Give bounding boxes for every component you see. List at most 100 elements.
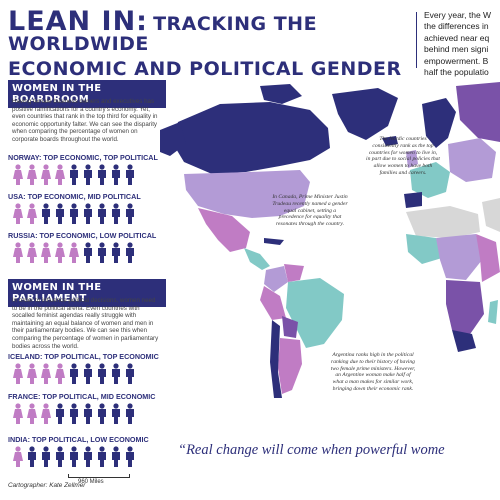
man-icon: [112, 164, 120, 185]
title-lean-in: LEAN IN:: [8, 6, 148, 37]
woman-icon: [69, 242, 79, 263]
pictogram-norway: [12, 164, 142, 186]
usa: [184, 170, 310, 218]
uk: [406, 150, 418, 168]
man-icon: [70, 164, 78, 185]
woman-icon: [27, 403, 37, 424]
scale-label: 960 Miles: [78, 479, 104, 485]
annotation-argentina: Argentina ranks high in the political ra…: [330, 352, 416, 392]
man-icon: [112, 403, 120, 424]
man-icon: [56, 403, 64, 424]
man-icon: [112, 203, 120, 224]
man-icon: [126, 446, 134, 467]
scale-bar: 960 Miles: [68, 474, 130, 490]
man-icon: [98, 363, 106, 384]
southern-africa: [446, 280, 484, 340]
man-icon: [98, 242, 106, 263]
woman-icon: [41, 164, 51, 185]
woman-icon: [27, 164, 37, 185]
title-divider: [416, 12, 417, 68]
man-icon: [56, 203, 64, 224]
row-label-india: INDIA: TOP POLITICAL, LOW ECONOMIC: [8, 435, 149, 444]
row-label-france: FRANCE: TOP POLITICAL, MID ECONOMIC: [8, 392, 156, 401]
argentina: [278, 338, 302, 394]
man-icon: [70, 446, 78, 467]
man-icon: [84, 446, 92, 467]
world-map: [160, 82, 500, 398]
woman-icon: [27, 242, 37, 263]
man-icon: [98, 203, 106, 224]
woman-icon: [13, 363, 23, 384]
colombia: [264, 266, 288, 292]
bolivia: [282, 316, 298, 338]
man-icon: [84, 203, 92, 224]
woman-icon: [13, 164, 23, 185]
title-tracking: TRACKING THE WORLDWIDE: [8, 13, 318, 55]
woman-icon: [41, 363, 51, 384]
man-icon: [126, 242, 134, 263]
brazil: [286, 278, 344, 348]
central-africa: [436, 234, 482, 280]
pictogram-russia: [12, 242, 142, 264]
russia: [456, 82, 500, 142]
canada: [172, 102, 330, 174]
west-africa: [406, 234, 442, 264]
man-icon: [98, 403, 106, 424]
woman-icon: [27, 363, 37, 384]
pictogram-usa: [12, 203, 142, 225]
pictogram-france: [12, 403, 142, 425]
woman-icon: [55, 164, 65, 185]
row-label-norway: NORWAY: TOP ECONOMIC, TOP POLITICAL: [8, 153, 158, 162]
cuba: [264, 238, 284, 245]
man-icon: [42, 446, 50, 467]
man-icon: [98, 164, 106, 185]
woman-icon: [13, 203, 23, 224]
north-africa: [406, 206, 480, 238]
man-icon: [112, 363, 120, 384]
woman-icon: [55, 242, 65, 263]
woman-icon: [13, 403, 23, 424]
iceland: [382, 136, 398, 146]
woman-icon: [13, 446, 23, 467]
man-icon: [70, 403, 78, 424]
peru: [260, 286, 286, 320]
man-icon: [56, 446, 64, 467]
man-icon: [84, 242, 92, 263]
south-africa: [452, 330, 476, 352]
pictogram-india: [12, 446, 142, 468]
woman-icon: [55, 363, 65, 384]
man-icon: [112, 242, 120, 263]
western-europe: [410, 162, 450, 198]
man-icon: [126, 164, 134, 185]
madagascar: [488, 300, 498, 324]
mexico: [198, 208, 250, 252]
boardroom-heading: WOMEN IN THE BOARDROOM: [8, 80, 166, 108]
woman-icon: [13, 242, 23, 263]
annotation-canada: In Canada, Prime Minister Justin Trudeau…: [272, 194, 348, 228]
man-icon: [70, 203, 78, 224]
man-icon: [70, 363, 78, 384]
man-icon: [126, 363, 134, 384]
map-title: LEAN IN: TRACKING THE WORLDWIDE ECONOMIC…: [8, 8, 428, 98]
row-label-russia: RUSSIA: TOP ECONOMIC, LOW POLITICAL: [8, 231, 157, 240]
chile: [270, 320, 282, 398]
woman-icon: [41, 242, 51, 263]
parliament-heading: WOMEN IN THE PARLIAMENT: [8, 279, 166, 307]
spain: [404, 192, 422, 208]
man-icon: [112, 446, 120, 467]
man-icon: [98, 446, 106, 467]
man-icon: [42, 203, 50, 224]
man-icon: [84, 164, 92, 185]
greenland: [332, 88, 398, 140]
row-label-iceland: ICELAND: TOP POLITICAL, TOP ECONOMIC: [8, 352, 159, 361]
woman-icon: [41, 403, 51, 424]
alaska: [160, 122, 186, 156]
man-icon: [126, 403, 134, 424]
eastern-europe: [448, 138, 496, 182]
man-icon: [126, 203, 134, 224]
man-icon: [84, 363, 92, 384]
venezuela: [284, 264, 304, 282]
row-label-usa: USA: TOP ECONOMIC, MID POLITICAL: [8, 192, 141, 201]
scandinavia: [422, 98, 456, 148]
